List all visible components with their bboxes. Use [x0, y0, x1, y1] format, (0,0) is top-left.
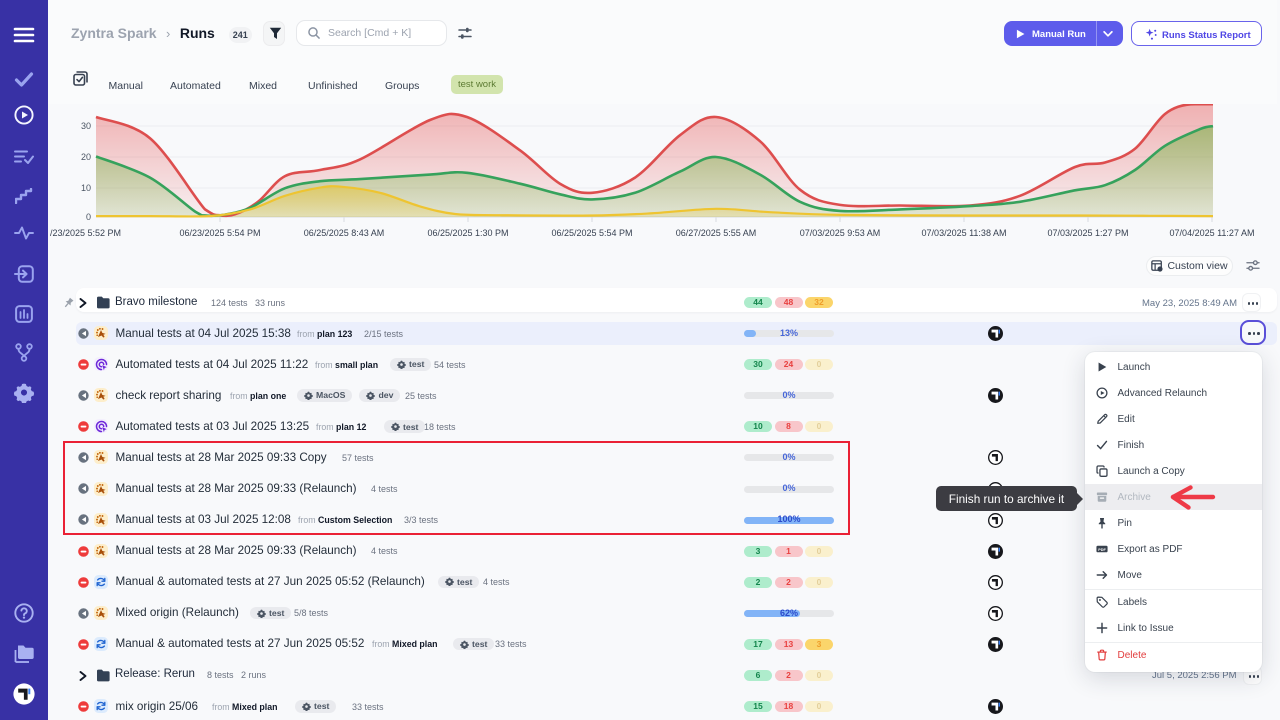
svg-text:10: 10: [81, 183, 91, 193]
svg-text:06/25/2025 1:30 PM: 06/25/2025 1:30 PM: [427, 228, 508, 238]
svg-text:20: 20: [81, 152, 91, 162]
svg-text:06/23/2025 5:54 PM: 06/23/2025 5:54 PM: [179, 228, 260, 238]
svg-text:/23/2025 5:52 PM: /23/2025 5:52 PM: [50, 228, 121, 238]
svg-text:07/03/2025 11:38 AM: 07/03/2025 11:38 AM: [922, 228, 1007, 238]
svg-text:07/03/2025 1:27 PM: 07/03/2025 1:27 PM: [1047, 228, 1128, 238]
svg-text:07/04/2025 11:27 AM: 07/04/2025 11:27 AM: [1170, 228, 1255, 238]
svg-text:PDF: PDF: [1098, 548, 1106, 552]
svg-text:0: 0: [86, 212, 91, 222]
svg-text:07/03/2025 9:53 AM: 07/03/2025 9:53 AM: [800, 228, 881, 238]
svg-text:06/25/2025 5:54 PM: 06/25/2025 5:54 PM: [551, 228, 632, 238]
svg-text:30: 30: [81, 121, 91, 131]
svg-text:06/27/2025 5:55 AM: 06/27/2025 5:55 AM: [676, 228, 757, 238]
svg-text:06/25/2025 8:43 AM: 06/25/2025 8:43 AM: [304, 228, 385, 238]
